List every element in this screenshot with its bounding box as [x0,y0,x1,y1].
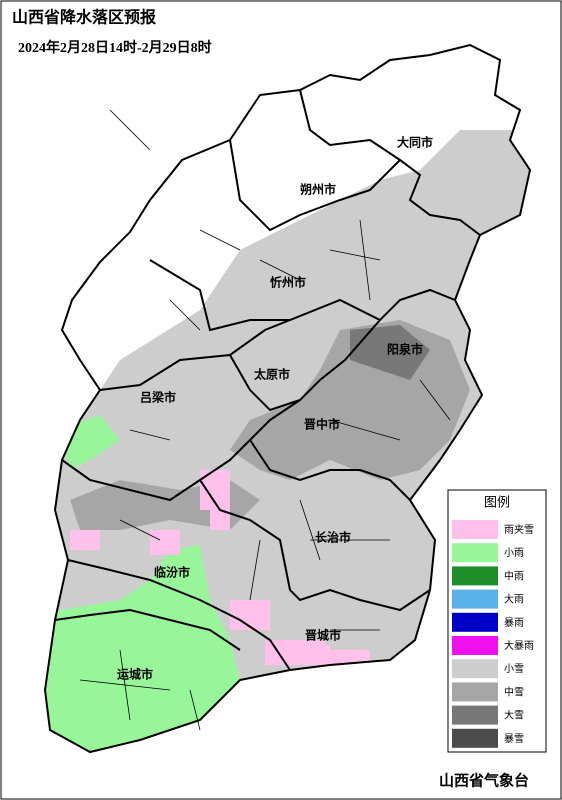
city-label: 晋中市 [304,417,340,432]
zone-sleet [300,645,330,665]
legend-label: 大暴雨 [504,639,534,652]
zone-heavy-snow [350,325,430,380]
legend-swatch [452,728,498,748]
zone-sleet [330,650,370,665]
subtitle: 2024年2月28日14时-2月29日8时 [18,39,212,56]
legend-label: 雨夹雪 [504,523,534,536]
zone-sleet [230,600,270,630]
legend-swatch [452,705,498,725]
legend-swatch [452,543,498,563]
city-label: 长治市 [315,530,351,545]
legend-label: 中雨 [504,569,524,582]
city-label: 运城市 [117,667,153,682]
border [199,479,431,612]
zone-sleet [70,530,100,550]
legend-label: 小雪 [504,663,524,675]
legend-swatch [452,659,498,679]
legend-label: 小雨 [504,547,524,559]
city-label: 太原市 [254,367,290,382]
city-label: 吕梁市 [140,390,176,405]
border [67,559,291,671]
legend-label: 暴雨 [504,617,524,629]
legend-label: 暴雪 [504,733,524,745]
borders [43,43,532,754]
city-label: 阳泉市 [387,342,423,357]
zone-sleet [210,510,230,530]
city-label: 大同市 [397,135,433,150]
city-label: 临汾市 [154,565,190,580]
border [299,89,481,236]
border [229,139,401,232]
province-outline [43,43,532,754]
legend-label: 大雨 [504,593,524,606]
county-border [79,109,451,731]
title: 山西省降水落区预报 [12,8,156,27]
legend-swatch [452,520,498,539]
border [249,439,411,501]
border [54,608,241,651]
legend-title: 图例 [484,496,510,511]
city-label: 晋城市 [305,628,341,643]
city-label: 忻州市 [270,275,306,290]
footer: 山西省气象台 [439,772,529,790]
legend-swatch [452,612,498,632]
legend-swatch [452,589,498,609]
zone-sleet [150,530,180,555]
legend-swatch [452,636,498,655]
border [149,259,456,332]
city-label: 朔州市 [300,182,336,197]
legend-label: 中雪 [504,685,524,698]
legend-swatch [452,566,498,586]
legend-label: 大雪 [504,709,524,722]
border [99,319,291,391]
legend-swatch [452,682,498,702]
